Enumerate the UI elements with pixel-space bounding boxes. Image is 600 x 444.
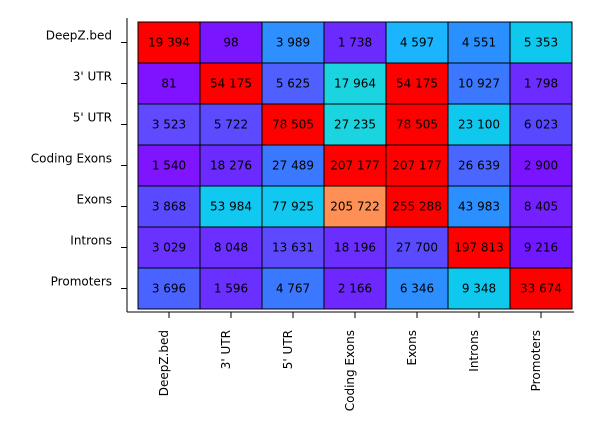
y-tick-label: 5' UTR: [73, 111, 112, 125]
cell-value-label: 3 868: [152, 200, 186, 214]
heatmap-cell: [385, 267, 449, 310]
heatmap-cell: [509, 103, 573, 146]
heatmap-cell: [447, 144, 511, 187]
y-tick-label: Exons: [76, 193, 112, 207]
cell-value-label: 10 927: [458, 77, 500, 91]
cell-value-label: 54 175: [396, 77, 438, 91]
cell-value-label: 23 100: [458, 118, 500, 132]
heatmap-cell: [385, 103, 449, 146]
cell-value-label: 1 798: [524, 77, 558, 91]
cell-value-label: 205 722: [330, 200, 380, 214]
cell-value-label: 2 900: [524, 159, 558, 173]
cell-value-label: 98: [223, 36, 238, 50]
cell-value-label: 17 964: [334, 77, 376, 91]
cell-value-label: 5 722: [214, 118, 248, 132]
cell-value-label: 8 048: [214, 241, 248, 255]
cell-value-label: 54 175: [210, 77, 252, 91]
cell-value-label: 9 216: [524, 241, 558, 255]
heatmap-cell: [261, 267, 325, 310]
cell-value-label: 207 177: [330, 159, 380, 173]
x-axis: DeepZ.bed 3' UTR 5' UTR Coding Exons Exons In…: [127, 311, 574, 411]
cell-value-label: 43 983: [458, 200, 500, 214]
cell-value-label: 1 738: [338, 36, 372, 50]
cell-value-label: 13 631: [272, 241, 314, 255]
cell-value-label: 4 551: [462, 36, 496, 50]
heatmap-cell: [323, 103, 387, 146]
cell-value-label: 18 276: [210, 159, 252, 173]
cell-value-label: 33 674: [520, 282, 562, 296]
heatmap-cell: [137, 185, 201, 228]
cell-value-label: 3 029: [152, 241, 186, 255]
cell-value-label: 9 348: [462, 282, 496, 296]
x-tick-label: 3' UTR: [219, 330, 233, 369]
cell-value-label: 8 405: [524, 200, 558, 214]
heatmap-cell: [385, 226, 449, 269]
y-tick-label: Promoters: [51, 275, 112, 289]
heatmap-cell: [447, 21, 511, 64]
cell-value-label: 78 505: [272, 118, 314, 132]
cell-value-label: 27 489: [272, 159, 314, 173]
cell-value-label: 18 196: [334, 241, 376, 255]
cell-value-label: 78 505: [396, 118, 438, 132]
cell-value-label: 81: [161, 77, 176, 91]
cell-value-label: 5 353: [524, 36, 558, 50]
x-tick-label: Introns: [467, 330, 481, 372]
x-tick-label: Exons: [405, 330, 419, 366]
heatmap-cell: [199, 144, 263, 187]
cell-value-label: 197 813: [454, 241, 504, 255]
heatmap-cell: [199, 21, 263, 64]
heatmap-cell: [385, 62, 449, 105]
cell-value-label: 2 166: [338, 282, 372, 296]
heatmap-cell: [137, 226, 201, 269]
heatmap-cell: [199, 226, 263, 269]
cell-value-label: 77 925: [272, 200, 314, 214]
heatmap-cell: [447, 267, 511, 310]
cell-value-label: 53 984: [210, 200, 252, 214]
cell-value-label: 255 288: [392, 200, 442, 214]
heatmap-cells: 19 394 98 3 989 1 738 4 597 4 551 5 353 81 54 17…: [137, 21, 573, 310]
heatmap-cell: [509, 267, 573, 310]
cell-value-label: 3 696: [152, 282, 186, 296]
heatmap-cell: [323, 267, 387, 310]
heatmap-border: [137, 21, 573, 310]
cell-value-label: 4 597: [400, 36, 434, 50]
cell-value-label: 27 700: [396, 241, 438, 255]
cell-value-label: 1 596: [214, 282, 248, 296]
heatmap-cell: [137, 21, 201, 64]
heatmap-cell: [137, 267, 201, 310]
heatmap-cell: [323, 226, 387, 269]
cell-value-label: 26 639: [458, 159, 500, 173]
cell-value-label: 207 177: [392, 159, 442, 173]
heatmap-cell: [261, 62, 325, 105]
heatmap-cell: [261, 185, 325, 228]
heatmap-cell: [261, 103, 325, 146]
cell-value-label: 6 346: [400, 282, 434, 296]
y-tick-label: 3' UTR: [73, 70, 112, 84]
heatmap-cell: [509, 144, 573, 187]
y-tick-label: Coding Exons: [31, 152, 112, 166]
heatmap-cell: [509, 62, 573, 105]
cell-value-label: 5 625: [276, 77, 310, 91]
y-axis: DeepZ.bed 3' UTR 5' UTR Coding Exons Exons In…: [31, 18, 128, 312]
y-tick-label: DeepZ.bed: [46, 29, 112, 43]
x-tick-label: 5' UTR: [281, 330, 295, 369]
cell-value-label: 6 023: [524, 118, 558, 132]
heatmap-cell: [137, 144, 201, 187]
cell-value-label: 3 523: [152, 118, 186, 132]
cell-value-label: 4 767: [276, 282, 310, 296]
heatmap-cell: [447, 103, 511, 146]
cell-value-label: 27 235: [334, 118, 376, 132]
x-tick-label: Coding Exons: [343, 330, 357, 411]
heatmap-cell: [509, 226, 573, 269]
cell-value-label: 3 989: [276, 36, 310, 50]
x-tick-label: Promoters: [529, 330, 543, 391]
cell-value-label: 19 394: [148, 36, 190, 50]
y-tick-label: Introns: [70, 234, 112, 248]
x-tick-label: DeepZ.bed: [157, 330, 171, 396]
cell-value-label: 1 540: [152, 159, 186, 173]
heatmap-cell: [199, 103, 263, 146]
